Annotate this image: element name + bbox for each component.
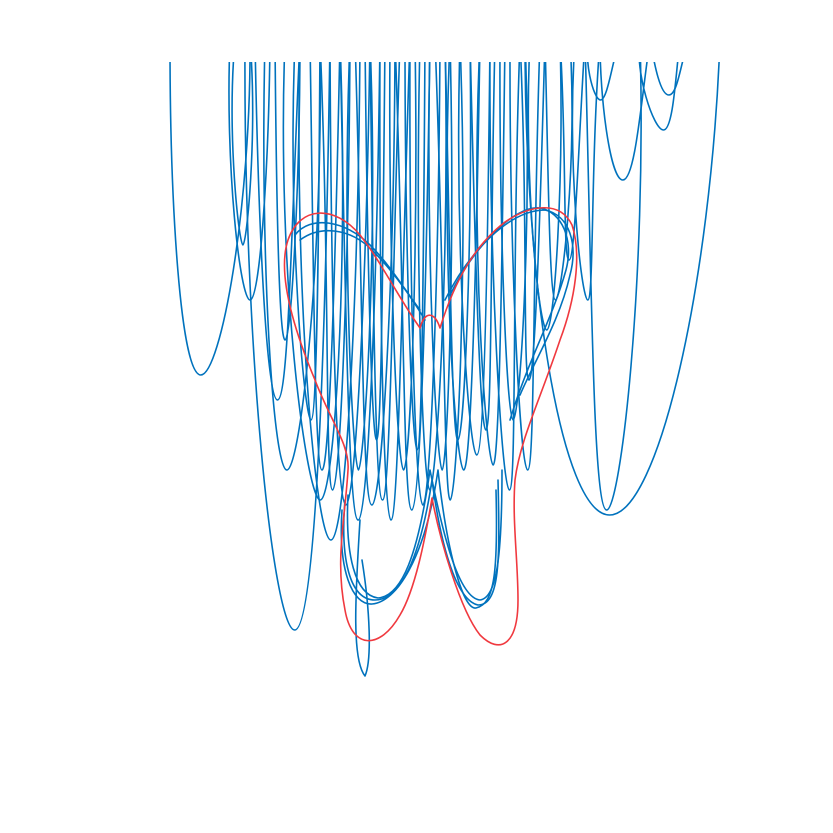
- sample-curve: [444, 209, 574, 396]
- sample-curve: [282, 62, 344, 501]
- sample-curve: [520, 62, 546, 381]
- sample-curve: [428, 62, 453, 471]
- sample-curve: [388, 62, 417, 471]
- sample-curve: [354, 519, 371, 677]
- sample-curve: [169, 62, 251, 376]
- sample-curves-group: [169, 62, 720, 677]
- sample-curve: [509, 62, 541, 471]
- sample-curve: [309, 62, 341, 471]
- reference-curve: [283, 206, 578, 646]
- sample-curve: [231, 62, 254, 246]
- sample-curve: [571, 62, 600, 301]
- sample-curve: [339, 62, 381, 521]
- sample-curve: [653, 62, 684, 96]
- sample-curve: [274, 62, 301, 341]
- sample-curve: [340, 469, 498, 609]
- sample-curve: [457, 62, 491, 456]
- sample-curve: [409, 62, 441, 506]
- sample-curve: [599, 62, 648, 181]
- sample-curve: [560, 62, 585, 261]
- sample-curve: [524, 62, 720, 516]
- sample-curve: [489, 62, 521, 491]
- sample-curve: [587, 62, 615, 101]
- sample-curve: [299, 229, 426, 321]
- sample-curve: [435, 62, 464, 501]
- sample-curve: [584, 62, 642, 511]
- sample-curve: [244, 62, 331, 631]
- sample-curve: [298, 62, 361, 541]
- sample-curve: [499, 62, 529, 421]
- sample-curve: [527, 62, 562, 331]
- sample-curve: [394, 62, 431, 511]
- sample-curve: [329, 62, 371, 506]
- sample-curve: [263, 62, 322, 471]
- sample-curve: [449, 207, 570, 421]
- sample-curve: [638, 62, 679, 131]
